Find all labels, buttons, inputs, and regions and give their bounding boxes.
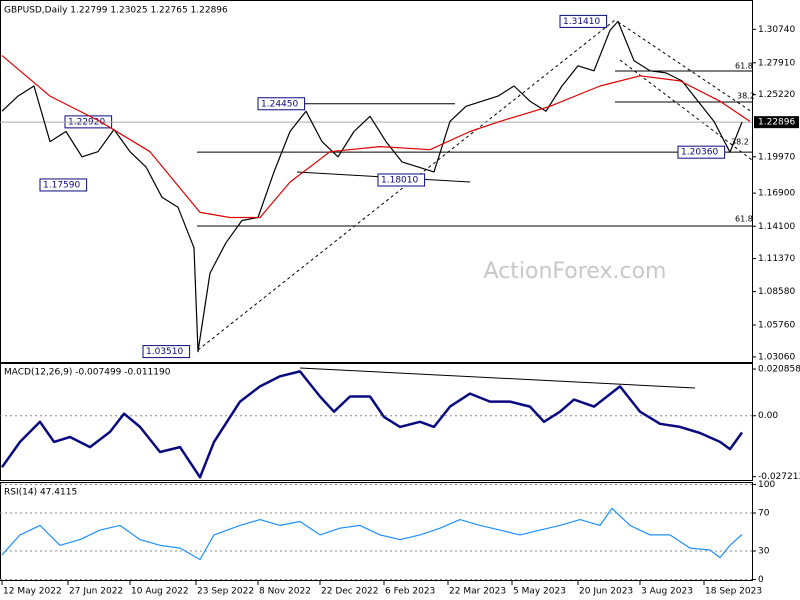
y-tick-label: 0.020858 — [758, 365, 800, 375]
watermark: ActionForex.com — [484, 259, 667, 284]
series-line — [1, 507, 743, 561]
last-price-label: 1.22896 — [758, 118, 795, 128]
level-box — [559, 14, 608, 28]
level-label: 1.18010 — [381, 175, 418, 185]
y-tick-label: 1.27910 — [758, 58, 795, 68]
y-tick-label: 1.11370 — [758, 254, 795, 264]
y-tick-label: 1.03060 — [758, 352, 795, 362]
y-tick-label: 1.25220 — [758, 90, 795, 100]
channel-line — [619, 59, 753, 161]
y-tick-label: -0.027213 — [758, 472, 800, 482]
y-tick-label: 70 — [758, 509, 770, 519]
series-line — [1, 55, 751, 219]
level-label: 1.20360 — [681, 148, 718, 158]
level-box — [677, 145, 726, 159]
level-box — [257, 97, 306, 111]
x-tick-label: 12 May 2022 — [3, 587, 62, 597]
fib-label: 61.8 — [735, 215, 753, 224]
level-box — [377, 173, 426, 187]
x-tick-label: 18 Sep 2023 — [705, 587, 762, 597]
x-tick-label: 5 May 2023 — [513, 587, 566, 597]
y-tick-label: 1.16900 — [758, 189, 795, 199]
series-line — [1, 20, 743, 353]
series-line — [0, 370, 744, 479]
y-tick-label: 1.14100 — [758, 222, 795, 232]
y-tick-label: 1.08580 — [758, 287, 795, 297]
chart-title: GBPUSD,Daily 1.22799 1.23025 1.22765 1.2… — [4, 6, 228, 16]
x-tick-label: 3 Aug 2023 — [641, 587, 693, 597]
channel-line — [617, 21, 753, 113]
y-tick-label: 0 — [758, 575, 764, 585]
divergence-line — [299, 367, 696, 389]
x-tick-label: 27 Jun 2022 — [69, 587, 123, 597]
level-label: 1.24450 — [261, 99, 298, 109]
fib-label: 61.8 — [735, 62, 753, 71]
y-tick-label: 30 — [758, 547, 770, 557]
y-tick-label: 1.05760 — [758, 320, 795, 330]
price-panel — [0, 0, 753, 363]
y-tick-label: 100 — [758, 480, 775, 490]
macd-title: MACD(12,26,9) -0.007499 -0.011190 — [4, 368, 171, 378]
y-tick-label: 0.00 — [758, 411, 778, 421]
level-label: 1.17590 — [43, 180, 80, 190]
x-tick-label: 10 Aug 2022 — [131, 587, 189, 597]
level-box — [39, 178, 88, 192]
fib-label: 38.2 — [737, 92, 755, 101]
rsi-panel — [0, 482, 753, 581]
y-tick-label: 1.19970 — [758, 152, 795, 162]
x-tick-label: 22 Mar 2023 — [449, 587, 506, 597]
last-price-box — [754, 116, 799, 129]
level-label: 1.03510 — [146, 347, 183, 357]
x-tick-label: 8 Nov 2022 — [259, 587, 311, 597]
level-label: 1.31410 — [563, 17, 600, 27]
macd-panel — [0, 363, 753, 481]
rsi-title: RSI(14) 47.4115 — [4, 488, 77, 498]
y-tick-label: 1.30740 — [758, 25, 795, 35]
level-box — [142, 345, 191, 359]
x-tick-label: 22 Dec 2022 — [321, 587, 379, 597]
fib-label: 38.2 — [731, 138, 749, 147]
x-tick-label: 20 Jun 2023 — [579, 587, 633, 597]
x-tick-label: 6 Feb 2023 — [385, 587, 435, 597]
x-tick-label: 23 Sep 2022 — [197, 587, 254, 597]
